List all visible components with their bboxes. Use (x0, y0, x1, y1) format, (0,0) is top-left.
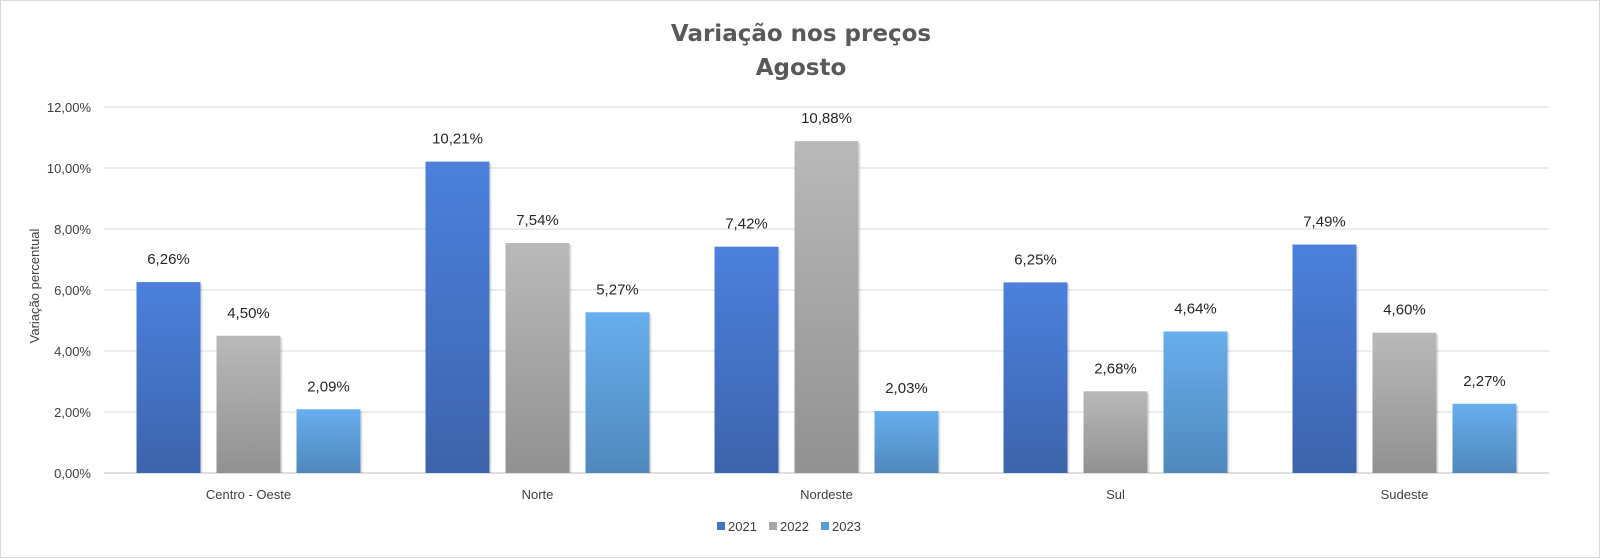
chart-subtitle: Agosto (756, 55, 847, 81)
data-label: 7,42% (725, 216, 768, 233)
bar-2021 (1003, 282, 1068, 473)
data-label: 7,54% (516, 212, 559, 229)
data-label: 5,27% (596, 281, 639, 298)
category-label: Sudeste (1381, 487, 1429, 502)
data-label: 7,49% (1303, 214, 1346, 231)
y-tick-label: 12,00% (47, 100, 92, 115)
data-label: 4,60% (1383, 302, 1426, 319)
bar-2022 (794, 141, 859, 473)
bar-2021 (425, 161, 490, 473)
bar-2022 (505, 243, 570, 473)
x-axis-categories: Centro - Oeste Norte Nordeste Sul Sudeste (206, 487, 1428, 502)
bar-2022 (216, 335, 281, 473)
y-tick-label: 0,00% (54, 466, 91, 481)
data-label: 10,21% (432, 131, 483, 148)
bar-2021 (714, 246, 779, 473)
data-label: 4,50% (227, 305, 270, 322)
data-label: 2,09% (307, 378, 350, 395)
data-labels: 6,26% 4,50% 2,09% 10,21% 7,54% 5,27% 7,42% 10,8… (147, 110, 1506, 397)
y-tick-label: 10,00% (47, 161, 92, 176)
bar-2021 (1292, 244, 1357, 473)
bar-2023 (1163, 331, 1228, 473)
legend-label: 2023 (832, 519, 861, 534)
data-label: 2,68% (1094, 360, 1137, 377)
category-label: Norte (522, 487, 554, 502)
y-tick-label: 8,00% (54, 222, 91, 237)
bar-2022 (1083, 391, 1148, 473)
bars (136, 141, 1519, 473)
data-label: 2,27% (1463, 373, 1506, 390)
data-label: 6,26% (147, 251, 190, 268)
legend-swatch (717, 522, 725, 530)
chart-title: Variação nos preços (671, 21, 931, 47)
legend-label: 2022 (780, 519, 809, 534)
bar-2023 (874, 411, 939, 473)
bar-2023 (1452, 403, 1517, 473)
y-axis-ticks: 0,00% 2,00% 4,00% 6,00% 8,00% 10,00% 12,00% (47, 100, 92, 481)
category-label: Nordeste (800, 487, 853, 502)
category-label: Sul (1106, 487, 1125, 502)
data-label: 10,88% (801, 110, 852, 127)
data-label: 4,64% (1174, 300, 1217, 317)
bar-2021 (136, 282, 201, 473)
bar-2023 (296, 409, 361, 473)
data-label: 2,03% (885, 380, 928, 397)
bar-2022 (1372, 332, 1437, 473)
category-label: Centro - Oeste (206, 487, 291, 502)
legend: 2021 2022 2023 (717, 519, 861, 534)
y-axis-title: Variação percentual (27, 229, 42, 344)
data-label: 6,25% (1014, 251, 1057, 268)
legend-swatch (769, 522, 777, 530)
y-tick-label: 6,00% (54, 283, 91, 298)
y-tick-label: 4,00% (54, 344, 91, 359)
legend-label: 2021 (728, 519, 757, 534)
legend-swatch (821, 522, 829, 530)
bar-2023 (585, 312, 650, 473)
y-tick-label: 2,00% (54, 405, 91, 420)
